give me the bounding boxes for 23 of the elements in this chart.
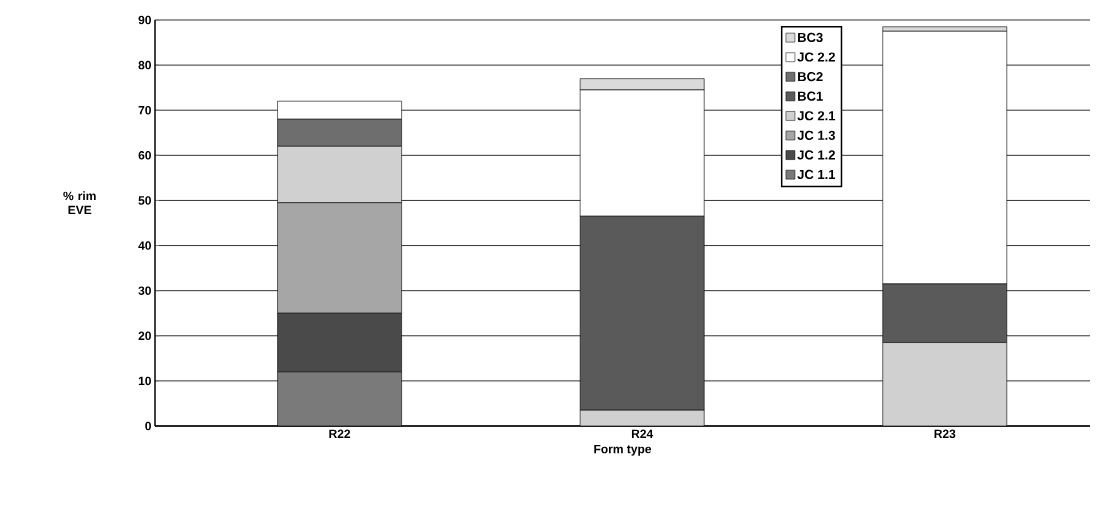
x-tick-label: R24 <box>631 429 654 438</box>
y-tick-label: 70 <box>138 105 151 115</box>
y-tick-label: 60 <box>138 151 151 160</box>
x-tick-label: R23 <box>934 429 956 439</box>
legend-label: JC 1.2 <box>797 150 835 160</box>
legend-label: BC1 <box>798 91 823 101</box>
y-axis-title: % rim EVE <box>63 191 96 215</box>
y-tick-label: 10 <box>138 376 151 386</box>
legend-label: BC2 <box>798 71 823 82</box>
legend-label: JC 2.2 <box>797 52 835 62</box>
legend-label: BC3 <box>798 32 823 43</box>
legend-label: JC 1.1 <box>797 169 836 180</box>
legend-label: JC 1.3 <box>797 130 835 140</box>
y-tick-label: 90 <box>138 15 151 25</box>
x-tick-label: R22 <box>329 429 351 438</box>
y-tick-label: 40 <box>138 241 151 250</box>
y-tick-label: 50 <box>138 196 151 205</box>
x-axis-title: Form type <box>594 444 652 456</box>
y-tick-label: 0 <box>145 421 151 431</box>
y-tick-label: 20 <box>138 331 151 341</box>
y-tick-label: 80 <box>138 60 151 70</box>
legend-label: JC 2.1 <box>797 111 836 121</box>
y-tick-label: 30 <box>138 286 151 295</box>
